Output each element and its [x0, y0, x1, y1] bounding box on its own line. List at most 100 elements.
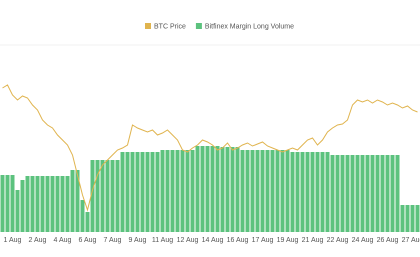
x-tick-label: 1 Aug: [4, 237, 22, 244]
bar: [270, 150, 275, 232]
bar: [235, 147, 240, 232]
x-tick-label: 11 Aug: [152, 237, 173, 244]
x-tick-label: 24 Aug: [352, 237, 374, 244]
bar: [100, 160, 105, 232]
bar: [360, 155, 365, 232]
bar: [400, 205, 405, 232]
bar: [355, 155, 360, 232]
bar: [350, 155, 355, 232]
bar: [330, 155, 335, 232]
x-tick-label: 21 Aug: [302, 237, 324, 244]
bar: [50, 176, 55, 232]
bar: [230, 147, 235, 232]
x-tick-label: 26 Aug: [377, 237, 399, 244]
bar: [170, 150, 175, 232]
bar: [285, 150, 290, 232]
bar: [215, 146, 220, 232]
bar: [220, 147, 225, 232]
bar: [345, 155, 350, 232]
bar: [375, 155, 380, 232]
bar: [325, 152, 330, 232]
bar: [140, 152, 145, 232]
x-tick-label: 22 Aug: [327, 237, 349, 244]
bar: [200, 146, 205, 232]
bar: [60, 176, 65, 232]
bar: [75, 170, 80, 232]
bar: [115, 160, 120, 232]
bar: [180, 150, 185, 232]
bar: [105, 160, 110, 232]
bar: [175, 150, 180, 232]
bar: [30, 176, 35, 232]
bar: [290, 152, 295, 232]
bar: [80, 200, 85, 232]
x-tick-label: 9 Aug: [129, 237, 147, 244]
bar: [65, 176, 70, 232]
bar: [20, 180, 25, 232]
x-tick-label: 6 Aug: [79, 237, 97, 244]
bar: [245, 150, 250, 232]
bar: [155, 152, 160, 232]
x-tick-label: 2 Aug: [29, 237, 47, 244]
bar: [295, 152, 300, 232]
bar: [185, 150, 190, 232]
bar: [250, 150, 255, 232]
bar: [240, 150, 245, 232]
x-tick-label: 17 Aug: [252, 237, 274, 244]
x-tick-label: 19 Aug: [277, 237, 299, 244]
x-tick-label: 7 Aug: [104, 237, 122, 244]
bar: [15, 190, 20, 232]
bar: [150, 152, 155, 232]
x-tick-label: 14 Aug: [202, 237, 224, 244]
legend-label: Bitfinex Margin Long Volume: [205, 23, 294, 30]
bar: [380, 155, 385, 232]
bar: [90, 160, 95, 232]
bar: [280, 150, 285, 232]
bar: [55, 176, 60, 232]
bar: [160, 150, 165, 232]
legend-label: BTC Price: [154, 23, 186, 30]
bar: [135, 152, 140, 232]
bar: [130, 152, 135, 232]
bar: [370, 155, 375, 232]
x-tick-label: 16 Aug: [227, 237, 249, 244]
bar: [0, 175, 5, 232]
bar: [340, 155, 345, 232]
bar: [210, 146, 215, 232]
bar: [320, 152, 325, 232]
bar: [415, 205, 420, 232]
bar: [255, 150, 260, 232]
bar: [25, 176, 30, 232]
bar: [190, 150, 195, 232]
bar: [365, 155, 370, 232]
bar: [390, 155, 395, 232]
bar: [410, 205, 415, 232]
bar: [405, 205, 410, 232]
bar: [275, 150, 280, 232]
bar: [165, 150, 170, 232]
bar: [385, 155, 390, 232]
legend-swatch: [145, 23, 151, 29]
bar: [195, 146, 200, 232]
price-line: [2, 84, 418, 212]
bar: [225, 147, 230, 232]
bar: [70, 170, 75, 232]
bar: [45, 176, 50, 232]
bar: [85, 212, 90, 232]
bar: [5, 175, 10, 232]
bar: [265, 150, 270, 232]
bar: [315, 152, 320, 232]
bar: [335, 155, 340, 232]
bar: [120, 152, 125, 232]
bar: [35, 176, 40, 232]
bar: [300, 152, 305, 232]
bar: [125, 152, 130, 232]
bar: [95, 160, 100, 232]
bar: [110, 160, 115, 232]
x-tick-label: 27 Aug: [402, 237, 420, 244]
bar: [395, 155, 400, 232]
bar: [145, 152, 150, 232]
bar: [40, 176, 45, 232]
bar: [10, 175, 15, 232]
